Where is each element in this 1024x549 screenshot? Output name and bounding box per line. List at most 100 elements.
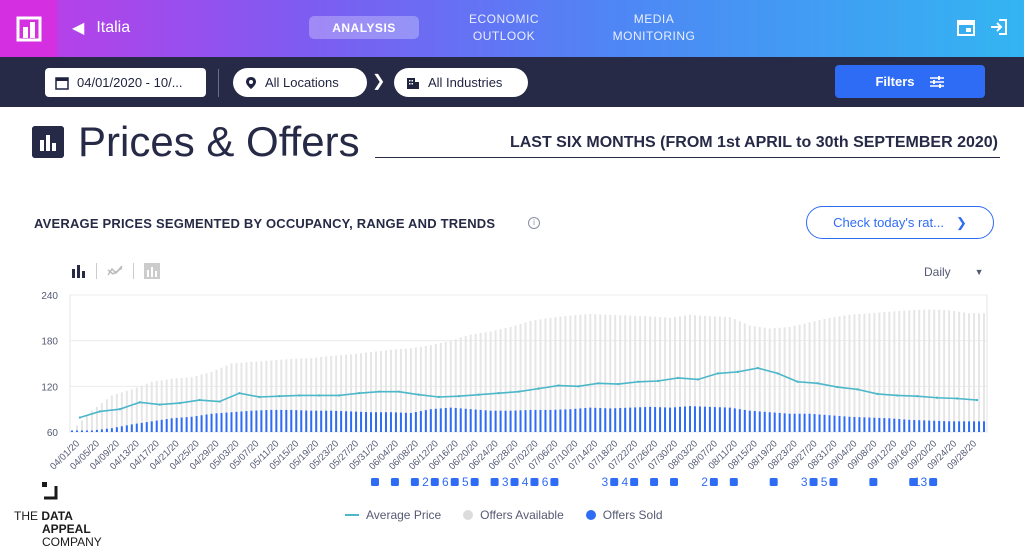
offers-sold-bar (808, 413, 811, 432)
offers-sold-bar (708, 406, 711, 432)
offers-available-bar (873, 312, 876, 432)
offers-available-bar (414, 347, 417, 432)
line-chart-icon[interactable] (107, 263, 123, 279)
event-marker-icon (650, 478, 659, 486)
offers-available-bar (918, 309, 921, 432)
offers-available-bar (424, 345, 427, 432)
tab-analysis[interactable]: ANALYSIS (309, 16, 419, 39)
page-title: Prices & Offers (78, 118, 360, 165)
date-range-picker[interactable]: 04/01/2020 - 10/... (45, 68, 206, 97)
calendar-icon[interactable] (956, 17, 976, 37)
tab-media-monitoring[interactable]: MEDIA MONITORING (612, 12, 696, 43)
granularity-select[interactable]: Daily ▼ (924, 265, 984, 279)
logout-icon[interactable] (989, 17, 1009, 37)
legend-average-price[interactable]: Average Price (345, 508, 441, 522)
offers-available-bar (718, 316, 721, 432)
offers-sold-bar (818, 414, 821, 432)
offers-sold-bar (908, 419, 911, 432)
offers-available-bar (579, 314, 582, 432)
event-marker-icon (809, 478, 818, 486)
brand-company: COMPANY (42, 535, 102, 549)
offers-available-bar (479, 333, 482, 432)
filters-button[interactable]: Filters (835, 65, 985, 98)
offers-sold-bar (190, 416, 193, 432)
offers-available-bar (708, 316, 711, 432)
offers-sold-bar (295, 410, 298, 432)
offers-sold-bar (230, 412, 233, 432)
offers-sold-bar (175, 417, 178, 432)
offers-available-bar (434, 344, 437, 432)
brand-appeal: APPEAL (42, 522, 91, 536)
offers-sold-bar (195, 416, 198, 432)
offers-sold-bar (763, 411, 766, 432)
offers-sold-bar (574, 408, 577, 432)
period-label: LAST SIX MONTHS (FROM 1st APRIL to 30th … (375, 134, 1000, 158)
offers-sold-bar (285, 409, 288, 432)
offers-sold-bar (479, 409, 482, 432)
legend-offers-sold[interactable]: Offers Sold (585, 508, 663, 522)
offers-available-bar (828, 317, 831, 432)
location-selector[interactable]: All Locations (233, 68, 367, 97)
offers-available-bar (439, 342, 442, 432)
brand-the: THE (14, 509, 38, 523)
offers-available-bar (664, 317, 667, 432)
offers-sold-bar (679, 406, 682, 432)
offers-available-bar (80, 420, 83, 432)
check-button-label: Check today's rat... (833, 215, 944, 230)
event-marker-count: 3 (502, 475, 509, 489)
brand-data: DATA (41, 509, 73, 523)
offers-sold-bar (130, 424, 133, 432)
offers-sold-bar (255, 410, 258, 432)
offers-available-bar (863, 313, 866, 432)
offers-sold-bar (444, 408, 447, 432)
offers-available-bar (898, 310, 901, 432)
industry-selector[interactable]: All Industries (394, 68, 528, 97)
offers-sold-bar (958, 421, 961, 432)
offers-available-bar (120, 392, 123, 432)
offers-sold-bar (125, 425, 128, 432)
offers-sold-bar (499, 410, 502, 432)
offers-sold-bar (414, 412, 417, 432)
info-icon[interactable]: i (528, 217, 540, 229)
back-link[interactable]: ◀ Italia (72, 18, 130, 38)
offers-available-bar (798, 324, 801, 432)
check-todays-rates-button[interactable]: Check today's rat... ❯ (806, 206, 994, 239)
offers-sold-bar (180, 417, 183, 432)
stacked-chart-icon[interactable] (144, 263, 160, 279)
offers-available-bar (843, 315, 846, 432)
offers-available-bar (195, 375, 198, 432)
offers-available-bar (644, 316, 647, 432)
offers-sold-bar (95, 429, 98, 432)
offers-available-bar (728, 317, 731, 432)
offers-available-bar (499, 329, 502, 432)
tab-economic-outlook[interactable]: ECONOMIC OUTLOOK (469, 12, 539, 43)
offers-sold-bar (459, 408, 462, 432)
offers-available-bar (170, 378, 173, 432)
chart-type-toolbar (70, 263, 160, 279)
offers-sold-bar (883, 418, 886, 432)
offers-available-bar (619, 315, 622, 432)
offers-sold-bar (519, 410, 522, 432)
event-marker-count: 5 (821, 475, 828, 489)
offers-available-bar (848, 314, 851, 432)
offers-available-bar (928, 309, 931, 432)
offers-available-bar (923, 309, 926, 432)
brand-mark-icon (42, 482, 58, 500)
offers-sold-bar (838, 416, 841, 432)
offers-available-bar (958, 311, 961, 432)
offers-sold-bar (379, 412, 382, 432)
offers-sold-bar (753, 411, 756, 432)
offers-sold-bar (539, 409, 542, 432)
offers-sold-bar (399, 412, 402, 432)
event-marker-count: 2 (422, 475, 429, 489)
offers-sold-bar (454, 408, 457, 432)
offers-sold-bar (843, 416, 846, 432)
bar-chart-icon[interactable] (70, 263, 86, 279)
legend-offers-available[interactable]: Offers Available (463, 508, 564, 522)
app-logo-icon[interactable] (0, 0, 57, 57)
offers-sold-bar (265, 410, 268, 432)
offers-available-bar (594, 314, 597, 432)
sliders-icon (929, 75, 944, 88)
offers-available-bar (165, 379, 168, 432)
offers-sold-bar (225, 412, 228, 432)
